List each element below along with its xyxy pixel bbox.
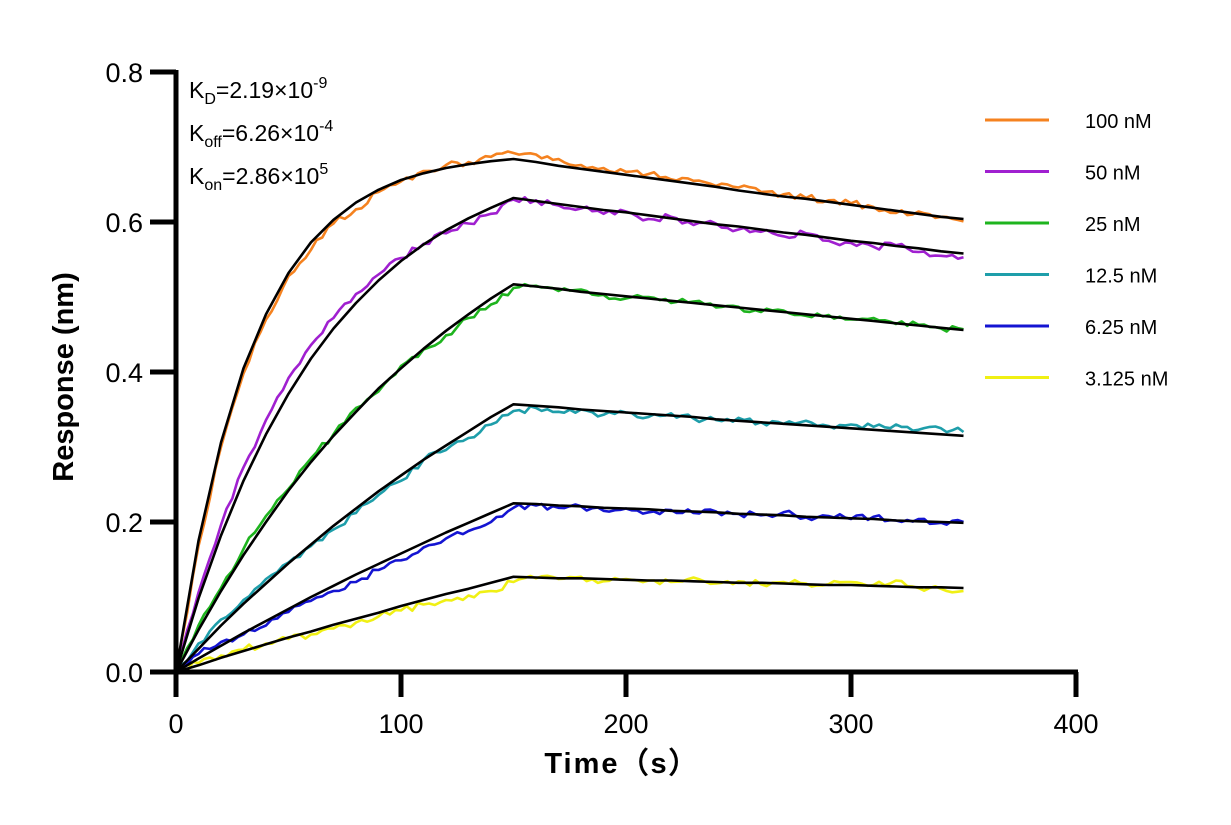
y-tick-label: 0.2 xyxy=(105,508,143,538)
legend-item: 100 nM xyxy=(985,111,1152,133)
x-tick-label: 300 xyxy=(828,709,873,739)
x-axis-title: Time（s） xyxy=(544,747,699,780)
measured-series-12-5-nm xyxy=(174,405,965,673)
legend-item: 6.25 nM xyxy=(985,317,1157,339)
x-tick-label: 100 xyxy=(378,709,423,739)
legend-item: 12.5 nM xyxy=(985,266,1157,288)
y-tick-label: 0.4 xyxy=(105,358,143,388)
fit-layer xyxy=(174,157,964,674)
y-tick-label: 0.6 xyxy=(105,208,143,238)
kinetic-constants-annotation: KD=2.19×10-9 Koff=6.26×10-4 Kon=2.86×105 xyxy=(189,75,333,194)
kon-annotation: Kon=2.86×105 xyxy=(189,161,328,194)
legend-item: 25 nM xyxy=(985,214,1141,236)
legend: 100 nM 50 nM 25 nM 12.5 nM 6.25 nM 3.125 nM xyxy=(985,111,1168,391)
koff-annotation: Koff=6.26×10-4 xyxy=(189,118,333,151)
measured-series-3-125-nm xyxy=(175,574,964,674)
fit-curve-6-25-nm xyxy=(175,501,964,674)
measured-series-100-nm xyxy=(174,150,964,673)
fit-curve-25-nm xyxy=(174,282,964,673)
fit-curve-12-5-nm xyxy=(175,402,964,673)
legend-item: 50 nM xyxy=(985,163,1141,185)
measured-series-6-25-nm xyxy=(175,502,964,674)
fit-curve-100-nm xyxy=(174,157,964,673)
kd-annotation: KD=2.19×10-9 xyxy=(189,75,327,108)
y-axis-title: Response (nm) xyxy=(48,272,80,481)
legend-item: 3.125 nM xyxy=(985,369,1168,391)
y-ticks: 0.0 0.2 0.4 0.6 0.8 xyxy=(105,58,176,688)
fit-curve-50-nm xyxy=(174,196,964,673)
legend-label: 100 nM xyxy=(1085,111,1152,133)
x-tick-label: 200 xyxy=(603,709,648,739)
measured-series-25-nm xyxy=(174,282,964,673)
x-tick-label: 0 xyxy=(168,709,183,739)
y-tick-label: 0.8 xyxy=(105,58,143,88)
y-tick-label: 0.0 xyxy=(105,658,143,688)
series-layer xyxy=(174,150,965,674)
legend-label: 3.125 nM xyxy=(1085,369,1168,391)
legend-label: 12.5 nM xyxy=(1085,266,1157,288)
legend-label: 6.25 nM xyxy=(1085,317,1157,339)
x-ticks: 0 100 200 300 400 xyxy=(168,672,1099,739)
legend-label: 25 nM xyxy=(1085,214,1141,236)
measured-series-50-nm xyxy=(174,196,964,673)
x-tick-label: 400 xyxy=(1053,709,1098,739)
legend-label: 50 nM xyxy=(1085,163,1141,185)
fit-curve-3-125-nm xyxy=(175,575,964,674)
